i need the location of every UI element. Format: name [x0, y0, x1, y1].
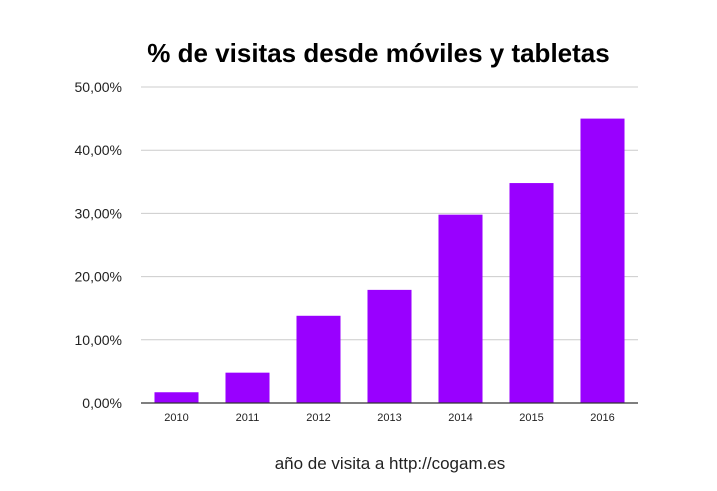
- bar-2015: [509, 183, 554, 403]
- bar-2014: [438, 214, 483, 403]
- x-tick-label: 2015: [519, 412, 543, 424]
- bar-2011: [225, 372, 270, 403]
- x-tick-label: 2014: [448, 412, 472, 424]
- y-tick-label: 0,00%: [82, 395, 122, 411]
- x-tick-label: 2013: [377, 412, 401, 424]
- x-tick-label: 2012: [306, 412, 330, 424]
- chart-title: % de visitas desde móviles y tabletas: [147, 38, 610, 68]
- bar-2010: [154, 392, 199, 403]
- y-tick-label: 10,00%: [75, 332, 122, 348]
- x-axis-label: año de visita a http://cogam.es: [274, 454, 506, 473]
- x-tick-label: 2010: [164, 412, 188, 424]
- bar-2013: [367, 289, 412, 403]
- y-tick-label: 50,00%: [75, 79, 122, 95]
- bar-2012: [296, 315, 341, 403]
- y-tick-label: 20,00%: [75, 269, 122, 285]
- y-tick-label: 40,00%: [75, 142, 122, 158]
- y-tick-label: 30,00%: [75, 205, 122, 221]
- x-tick-label: 2016: [590, 412, 614, 424]
- x-tick-label: 2011: [236, 412, 260, 424]
- bar-2016: [580, 118, 625, 403]
